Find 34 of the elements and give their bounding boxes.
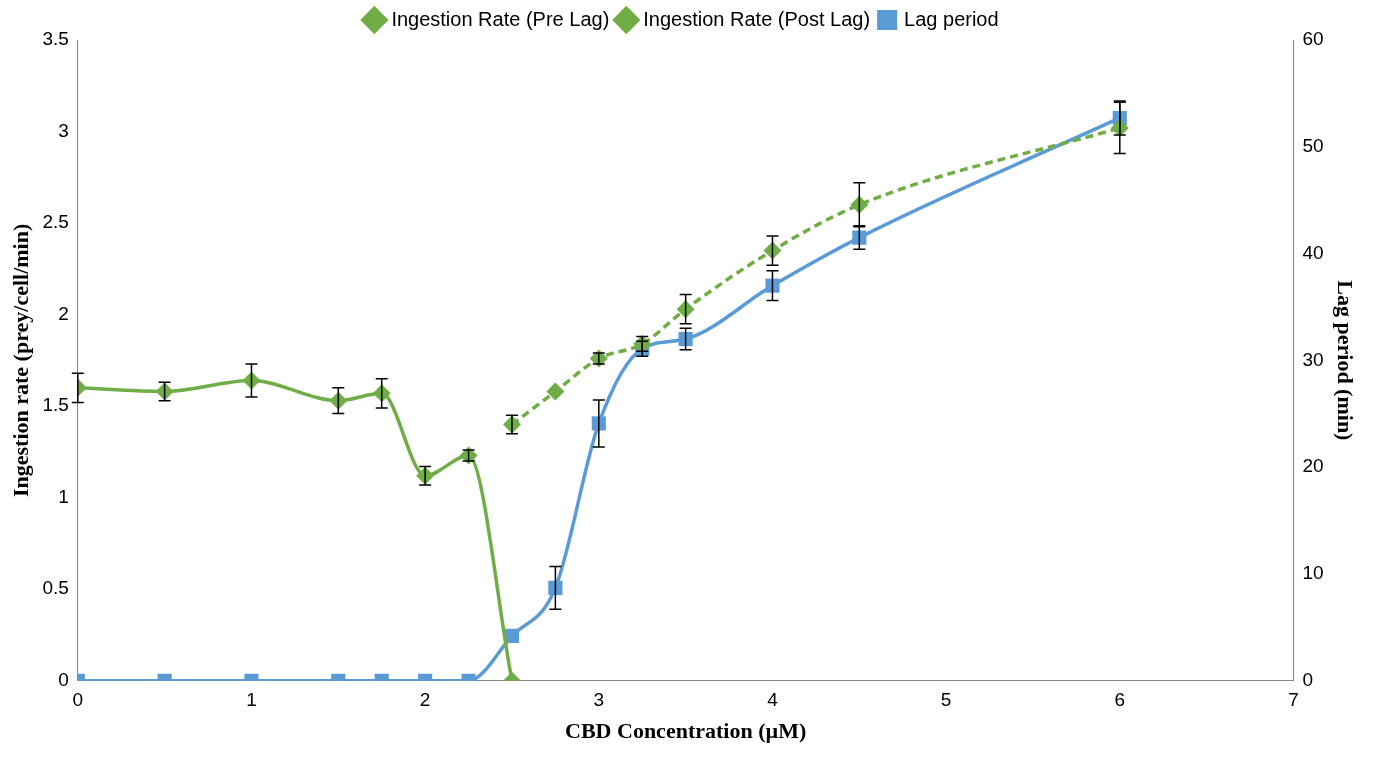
x-tick-label: 7 bbox=[1288, 689, 1299, 711]
legend-label: Lag period bbox=[904, 7, 999, 30]
y2-tick-label: 10 bbox=[1302, 562, 1324, 584]
legend-label: Ingestion Rate (Pre Lag) bbox=[391, 7, 610, 30]
y-tick-label: 3 bbox=[58, 119, 69, 141]
y2-tick-label: 50 bbox=[1302, 135, 1324, 157]
y-tick-label: 2 bbox=[58, 302, 69, 324]
y-tick-label: 2.5 bbox=[42, 211, 69, 233]
x-tick-label: 3 bbox=[593, 689, 605, 711]
point bbox=[765, 278, 780, 293]
x-tick-label: 2 bbox=[419, 689, 431, 711]
point bbox=[678, 331, 693, 347]
y-tick-label: 0.5 bbox=[42, 577, 69, 599]
point bbox=[329, 391, 348, 410]
y2-axis-title: Lag period (min) bbox=[1333, 280, 1359, 441]
x-tick-label: 0 bbox=[72, 689, 84, 711]
legend-label: Ingestion Rate (Post Lag) bbox=[643, 7, 871, 30]
y2-tick-label: 40 bbox=[1302, 241, 1324, 263]
y2-tick-label: 0 bbox=[1302, 669, 1314, 691]
x-axis-title: CBD Concentration (µM) bbox=[565, 718, 807, 744]
y-tick-label: 3.5 bbox=[42, 28, 69, 50]
point bbox=[852, 230, 867, 245]
y-tick-label: 0 bbox=[58, 669, 69, 691]
y2-tick-label: 60 bbox=[1302, 28, 1324, 50]
point bbox=[546, 382, 565, 401]
y2-tick-label: 30 bbox=[1302, 348, 1324, 370]
y-tick-label: 1 bbox=[58, 485, 69, 507]
x-tick-label: 5 bbox=[940, 689, 952, 711]
x-tick-label: 6 bbox=[1114, 689, 1126, 711]
y-axis-title: Ingestion rate (prey/cell/min) bbox=[7, 223, 33, 498]
y2-tick-label: 20 bbox=[1302, 455, 1324, 477]
x-tick-label: 1 bbox=[246, 689, 257, 711]
x-tick-label: 4 bbox=[767, 689, 779, 711]
y-tick-label: 1.5 bbox=[42, 394, 69, 416]
